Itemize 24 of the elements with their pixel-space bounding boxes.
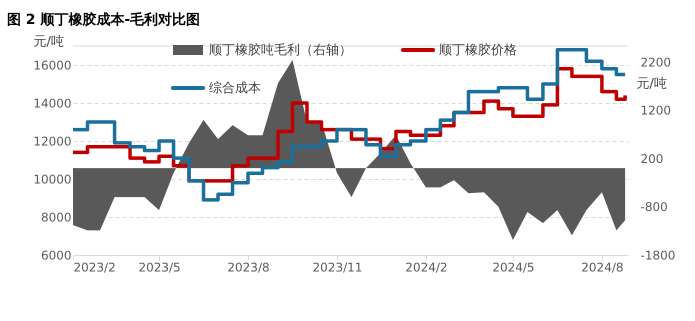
x-tick-label: 2024/8 <box>581 260 624 274</box>
x-tick-label: 2024/2 <box>405 260 448 274</box>
y-tick-label: 6000 <box>40 248 72 262</box>
x-tick-label: 2024/5 <box>492 260 535 274</box>
y-tick-label: 14000 <box>33 96 72 110</box>
y2-tick-label: 2200 <box>640 55 672 70</box>
x-tick-label: 2023/5 <box>138 260 181 274</box>
y2-tick-label: -1800 <box>640 248 676 262</box>
x-tick-label: 2023/8 <box>227 260 270 274</box>
x-tick-label: 2023/2 <box>74 260 116 274</box>
legend-label: 顺丁橡胶吨毛利（右轴） <box>209 43 352 58</box>
y-tick-label: 12000 <box>33 134 72 148</box>
y-tick-label: 16000 <box>33 58 72 72</box>
y-axis-title: 元/吨 <box>34 34 64 50</box>
y-tick-label: 8000 <box>40 210 72 224</box>
y2-tick-label: 1200 <box>640 104 672 118</box>
y-tick-label: 10000 <box>33 172 72 186</box>
x-tick-label: 2023/11 <box>312 260 362 274</box>
chart-title: 图 2 顺丁橡胶成本-毛利对比图 <box>6 11 200 28</box>
y2-tick-label: 200 <box>640 152 664 166</box>
y2-tick-label: -800 <box>640 200 668 214</box>
y2-axis-title: 元/吨 <box>636 76 667 92</box>
legend-label: 顺丁橡胶价格 <box>439 43 517 58</box>
legend-label: 综合成本 <box>209 81 261 96</box>
